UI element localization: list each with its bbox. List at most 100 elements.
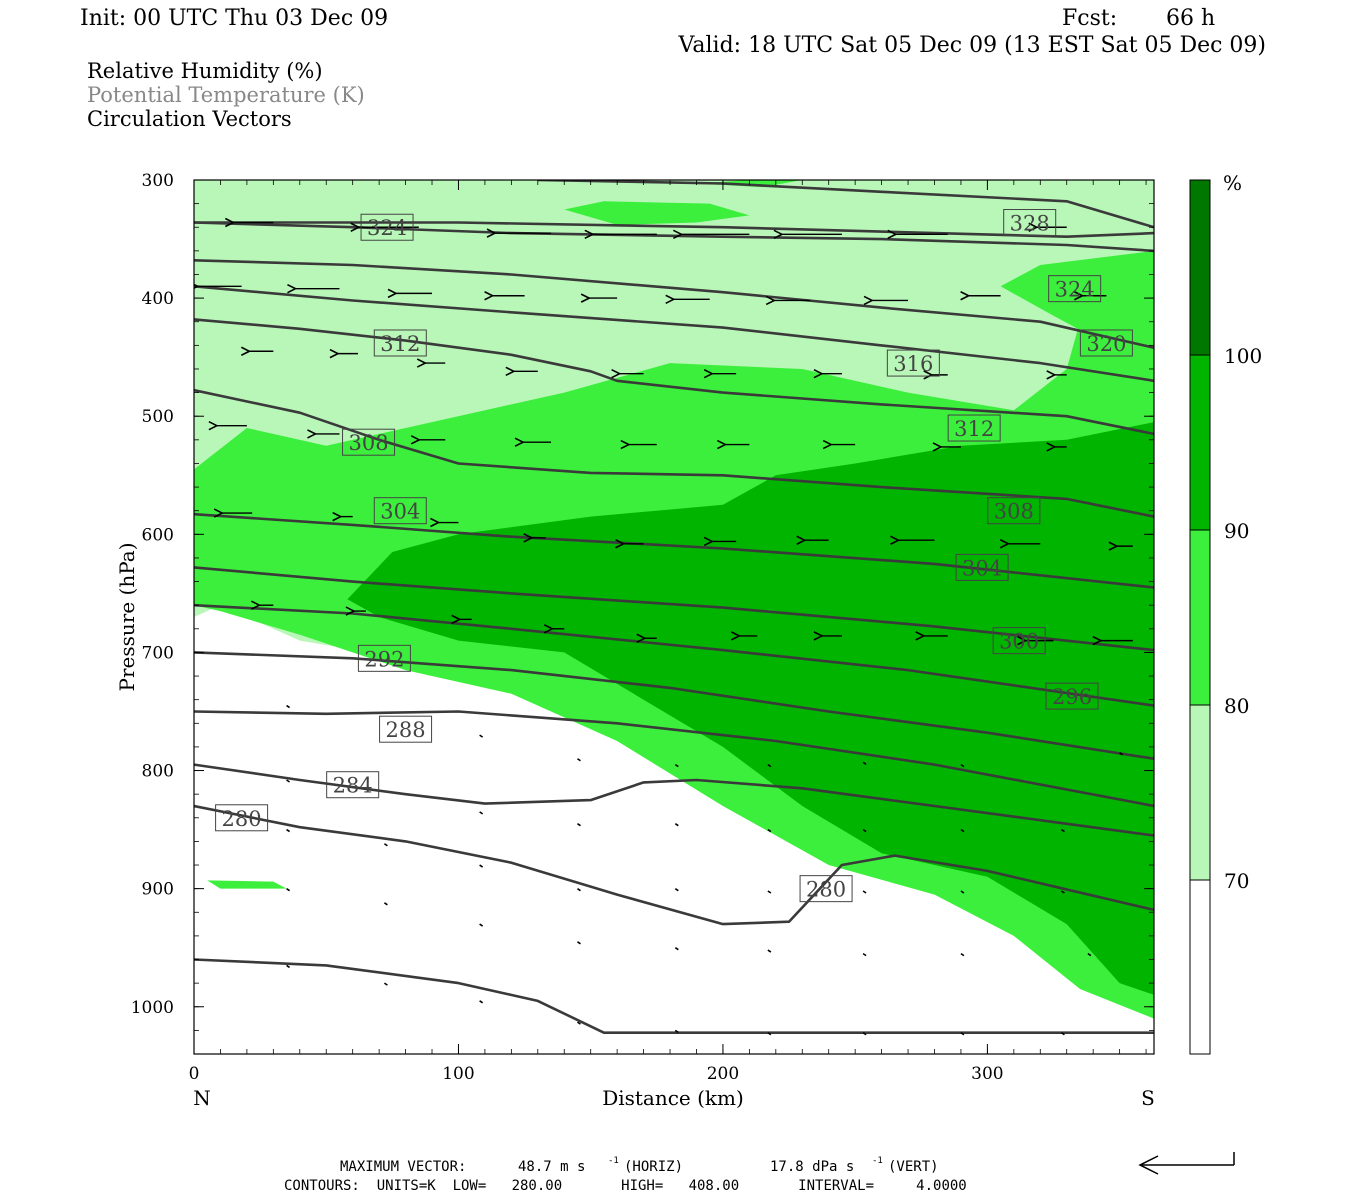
- theta-contour-296-5: [194, 603, 1154, 707]
- theta-contours: [194, 180, 1154, 1034]
- contour-label-box: [373, 497, 427, 525]
- contour-label-box: [342, 428, 396, 456]
- reference-vector: [1138, 1152, 1235, 1175]
- vector-tiny: [674, 887, 679, 892]
- vector-tiny: [674, 763, 679, 768]
- contour-label: 316: [893, 352, 933, 376]
- x-tick-label: 300: [971, 1064, 1003, 1084]
- colorbar-segment: [1190, 705, 1210, 880]
- vector-tiny: [577, 941, 581, 945]
- y-tick-label: 1000: [131, 998, 174, 1018]
- contour-label: 324: [367, 216, 407, 240]
- reference-arrowhead-icon: [1138, 1155, 1159, 1175]
- contour-label: 280: [806, 878, 846, 902]
- y-tick-label: 600: [142, 525, 174, 545]
- contour-label: 288: [386, 718, 426, 742]
- colorbar-segment: [1190, 530, 1210, 705]
- field-theta: Potential Temperature (K): [87, 83, 365, 107]
- vector-tiny: [960, 952, 965, 957]
- colorbar-label: 70: [1224, 869, 1249, 893]
- vector-tiny: [479, 1000, 484, 1004]
- contour-label: 296: [1052, 685, 1092, 709]
- contour-label-box: [1048, 275, 1102, 303]
- contour-label: 304: [380, 500, 420, 524]
- contour-label-box: [360, 213, 414, 241]
- theta-contour-308-9: [194, 388, 1154, 518]
- vector-tiny: [479, 811, 484, 815]
- y-tick-label: 800: [142, 762, 174, 782]
- vector-tiny: [383, 902, 388, 906]
- contour-label: 320: [1086, 332, 1126, 356]
- contour-label-box: [992, 627, 1046, 655]
- rh-region-80-90b: [564, 201, 750, 225]
- axis-ticks: 0 100 200 300 300 400 500 600 700 800 900 1000: [131, 171, 1154, 1084]
- contour-label-box: [886, 349, 940, 377]
- vector-tiny: [960, 828, 965, 833]
- horiz-suffix: (HORIZ): [624, 1159, 683, 1175]
- colorbar-label: 90: [1224, 519, 1249, 543]
- contour-label: 328: [1010, 212, 1050, 236]
- contour-label: 312: [954, 417, 994, 441]
- vector-tiny: [1060, 890, 1065, 894]
- vector-tiny: [1060, 1032, 1065, 1036]
- max-horiz-value: 48.7 m s: [518, 1159, 585, 1175]
- rh-shading: [194, 180, 1154, 1019]
- theta-contour-292-4: [194, 651, 1154, 760]
- forecast-hours: 66 h: [1166, 6, 1215, 31]
- vert-exponent: -1: [872, 1156, 883, 1166]
- field-vectors: Circulation Vectors: [87, 107, 292, 131]
- valid-time: Valid: 18 UTC Sat 05 Dec 09 (13 EST Sat …: [678, 33, 1266, 58]
- contour-label-box: [215, 804, 269, 832]
- vector-tiny: [960, 890, 965, 894]
- y-axis-label: Pressure (hPa): [115, 543, 139, 692]
- vector-tiny: [862, 828, 867, 833]
- colorbar-unit: %: [1223, 171, 1242, 195]
- horiz-exponent: -1: [608, 1156, 619, 1166]
- vector-tiny: [383, 843, 388, 847]
- contour-label: 312: [380, 332, 420, 356]
- forecast-label: Fcst:: [1062, 6, 1117, 31]
- vector-tiny: [960, 1032, 965, 1036]
- theta-contour-labels: 280 280 284 288 292 296 300 304 304 308 308 312 312 3…: [215, 209, 1133, 903]
- vector-tiny: [862, 890, 867, 894]
- contour-label-box: [1003, 209, 1057, 237]
- vector-tiny: [862, 1032, 867, 1036]
- vector-tiny: [577, 887, 581, 892]
- theta-contour-328-17: [537, 180, 1154, 229]
- vector-tiny: [862, 761, 867, 765]
- vector-tiny: [767, 890, 772, 894]
- contours-info: CONTOURS: UNITS=K LOW= 280.00 HIGH= 408.…: [284, 1178, 967, 1194]
- colorbar-segment: [1190, 355, 1210, 530]
- theta-contour-316-13: [194, 285, 1154, 383]
- contour-label: 300: [999, 630, 1039, 654]
- vector-tiny: [577, 1021, 581, 1025]
- x-tick-label: 200: [707, 1064, 739, 1084]
- contour-label: 292: [364, 647, 404, 671]
- vector-tiny: [286, 964, 291, 969]
- vector-tiny: [767, 1032, 772, 1036]
- vector-tiny: [479, 864, 484, 868]
- vector-tiny: [577, 823, 581, 827]
- vert-suffix: (VERT): [888, 1159, 939, 1175]
- colorbar-label: 80: [1224, 694, 1249, 718]
- theta-contour-320-14: [194, 259, 1154, 349]
- contour-label: 280: [222, 807, 262, 831]
- vector-tiny: [862, 952, 867, 957]
- contour-label: 284: [333, 774, 373, 798]
- contour-label-box: [987, 497, 1041, 525]
- vector-tiny: [1119, 752, 1124, 756]
- theta-contour-312-11: [194, 318, 1154, 436]
- vector-tiny: [767, 828, 772, 833]
- contour-label-box: [947, 414, 1001, 442]
- vector-tiny: [767, 949, 772, 953]
- vector-tiny: [383, 982, 388, 986]
- colorbar: 70 80 90 100: [1189, 179, 1262, 1055]
- theta-contour-surface-18: [194, 958, 1154, 1034]
- contour-label: 308: [348, 431, 388, 455]
- x-axis-label: Distance (km): [602, 1086, 744, 1110]
- vector-tiny: [1087, 952, 1092, 957]
- vector-tiny: [960, 763, 965, 768]
- vector-tiny: [577, 758, 581, 762]
- vector-tiny: [674, 823, 679, 827]
